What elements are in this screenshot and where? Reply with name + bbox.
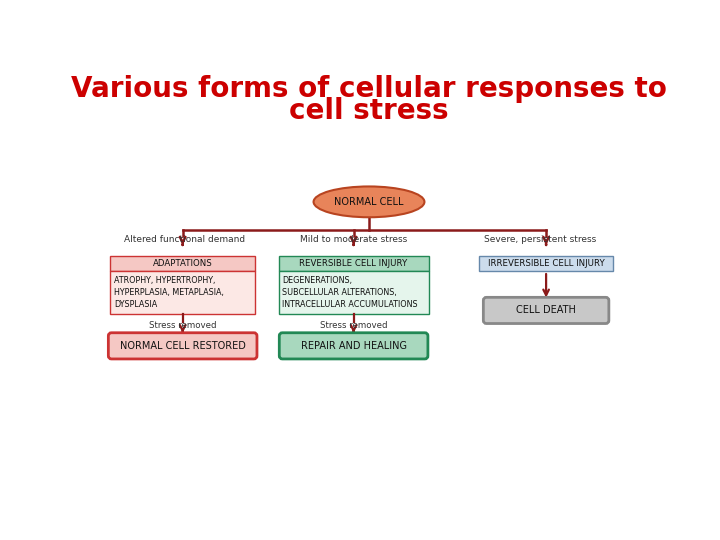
Text: Stress removed: Stress removed	[320, 321, 387, 329]
Text: Stress removed: Stress removed	[149, 321, 217, 329]
FancyBboxPatch shape	[279, 333, 428, 359]
FancyBboxPatch shape	[110, 256, 255, 271]
Text: ADAPTATIONS: ADAPTATIONS	[153, 259, 212, 268]
FancyBboxPatch shape	[279, 271, 428, 314]
Text: REVERSIBLE CELL INJURY: REVERSIBLE CELL INJURY	[300, 259, 408, 268]
Text: Altered functional demand: Altered functional demand	[124, 235, 245, 244]
FancyBboxPatch shape	[279, 256, 428, 271]
Text: Various forms of cellular responses to: Various forms of cellular responses to	[71, 76, 667, 104]
Text: CELL DEATH: CELL DEATH	[516, 306, 576, 315]
FancyBboxPatch shape	[108, 333, 257, 359]
Text: REPAIR AND HEALING: REPAIR AND HEALING	[301, 341, 407, 351]
Text: NORMAL CELL: NORMAL CELL	[334, 197, 404, 207]
Text: Severe, persistent stress: Severe, persistent stress	[484, 235, 596, 244]
Text: cell stress: cell stress	[289, 97, 449, 125]
Text: ATROPHY, HYPERTROPHY,
HYPERPLASIA, METAPLASIA,
DYSPLASIA: ATROPHY, HYPERTROPHY, HYPERPLASIA, METAP…	[114, 276, 224, 309]
FancyBboxPatch shape	[483, 298, 609, 323]
FancyBboxPatch shape	[110, 271, 255, 314]
Text: Mild to moderate stress: Mild to moderate stress	[300, 235, 408, 244]
Ellipse shape	[313, 186, 425, 217]
Text: DEGENERATIONS,
SUBCELLULAR ALTERATIONS,
INTRACELLULAR ACCUMULATIONS: DEGENERATIONS, SUBCELLULAR ALTERATIONS, …	[282, 276, 418, 309]
FancyBboxPatch shape	[479, 256, 613, 271]
Text: NORMAL CELL RESTORED: NORMAL CELL RESTORED	[120, 341, 246, 351]
Text: IRREVERSIBLE CELL INJURY: IRREVERSIBLE CELL INJURY	[487, 259, 605, 268]
